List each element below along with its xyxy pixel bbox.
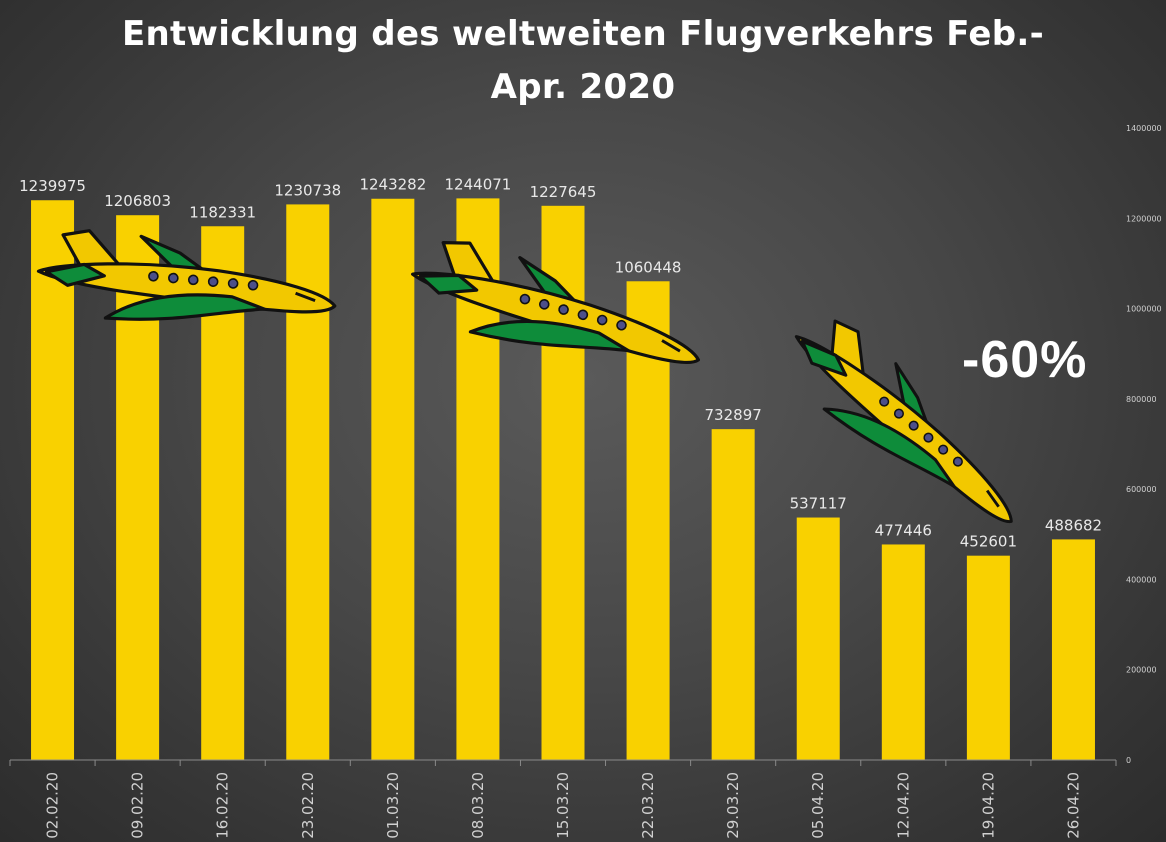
x-tick-label: 01.03.20 (384, 772, 402, 839)
bar (966, 555, 1010, 760)
data-label: 537117 (790, 495, 847, 513)
chart-title-line-2: Apr. 2020 (490, 66, 676, 107)
x-tick-label: 08.03.20 (469, 772, 487, 839)
bar (711, 429, 755, 760)
x-tick-label: 16.02.20 (214, 772, 232, 839)
y-tick-label: 600000 (1126, 485, 1157, 494)
decline-annotation: -60% (962, 331, 1088, 389)
y-tick-label: 400000 (1126, 575, 1157, 584)
y-tick-label: 1400000 (1126, 124, 1162, 133)
bar (31, 200, 75, 760)
bar (796, 517, 840, 760)
data-label: 477446 (875, 521, 932, 539)
x-tick-label: 09.02.20 (129, 772, 147, 839)
x-tick-label: 23.02.20 (299, 772, 317, 839)
data-label: 1227645 (530, 183, 597, 201)
airplane-icon (411, 241, 701, 365)
x-tick-label: 05.04.20 (809, 772, 827, 839)
y-tick-label: 1000000 (1126, 305, 1162, 314)
x-tick-label: 19.04.20 (979, 772, 997, 839)
y-axis: 0 200000 400000 600000 800000 1000000 1200000 1… (1126, 124, 1162, 765)
y-tick-label: 800000 (1126, 395, 1157, 404)
bar (626, 281, 670, 760)
x-tick-label: 22.03.20 (639, 772, 657, 839)
data-label: 1244071 (445, 175, 512, 193)
airplane-icon (36, 229, 337, 321)
chart-title: Entwicklung des weltweiten Flugverkehrs … (0, 8, 1166, 113)
x-axis: 02.02.20 09.02.20 16.02.20 23.02.20 01.03.20… (9, 759, 1117, 839)
y-tick-label: 200000 (1126, 666, 1157, 675)
x-tick-label: 29.03.20 (724, 772, 742, 839)
data-label: 1060448 (615, 258, 682, 276)
x-tick-label: 12.04.20 (894, 772, 912, 839)
data-labels-group: 1239975 1206803 1182331 1230738 1243282 12440… (19, 175, 1102, 550)
data-label: 488682 (1045, 516, 1102, 534)
x-tick-label: 15.03.20 (554, 772, 572, 839)
data-label: 452601 (960, 533, 1017, 551)
y-tick-label: 1200000 (1126, 214, 1162, 223)
data-label: 1182331 (189, 203, 256, 221)
airplane-icon (794, 319, 1013, 524)
data-label: 1243282 (359, 176, 426, 194)
x-tick-label: 26.04.20 (1064, 772, 1082, 839)
data-label: 1230738 (274, 181, 341, 199)
bar (371, 198, 415, 761)
data-label: 1239975 (19, 177, 86, 195)
bar (881, 544, 925, 760)
data-label: 732897 (705, 406, 762, 424)
data-label: 1206803 (104, 192, 171, 210)
y-tick-label: 0 (1126, 756, 1131, 765)
x-tick-label: 02.02.20 (44, 772, 62, 839)
chart-title-line-1: Entwicklung des weltweiten Flugverkehrs … (121, 14, 1045, 54)
bar (1051, 539, 1095, 760)
